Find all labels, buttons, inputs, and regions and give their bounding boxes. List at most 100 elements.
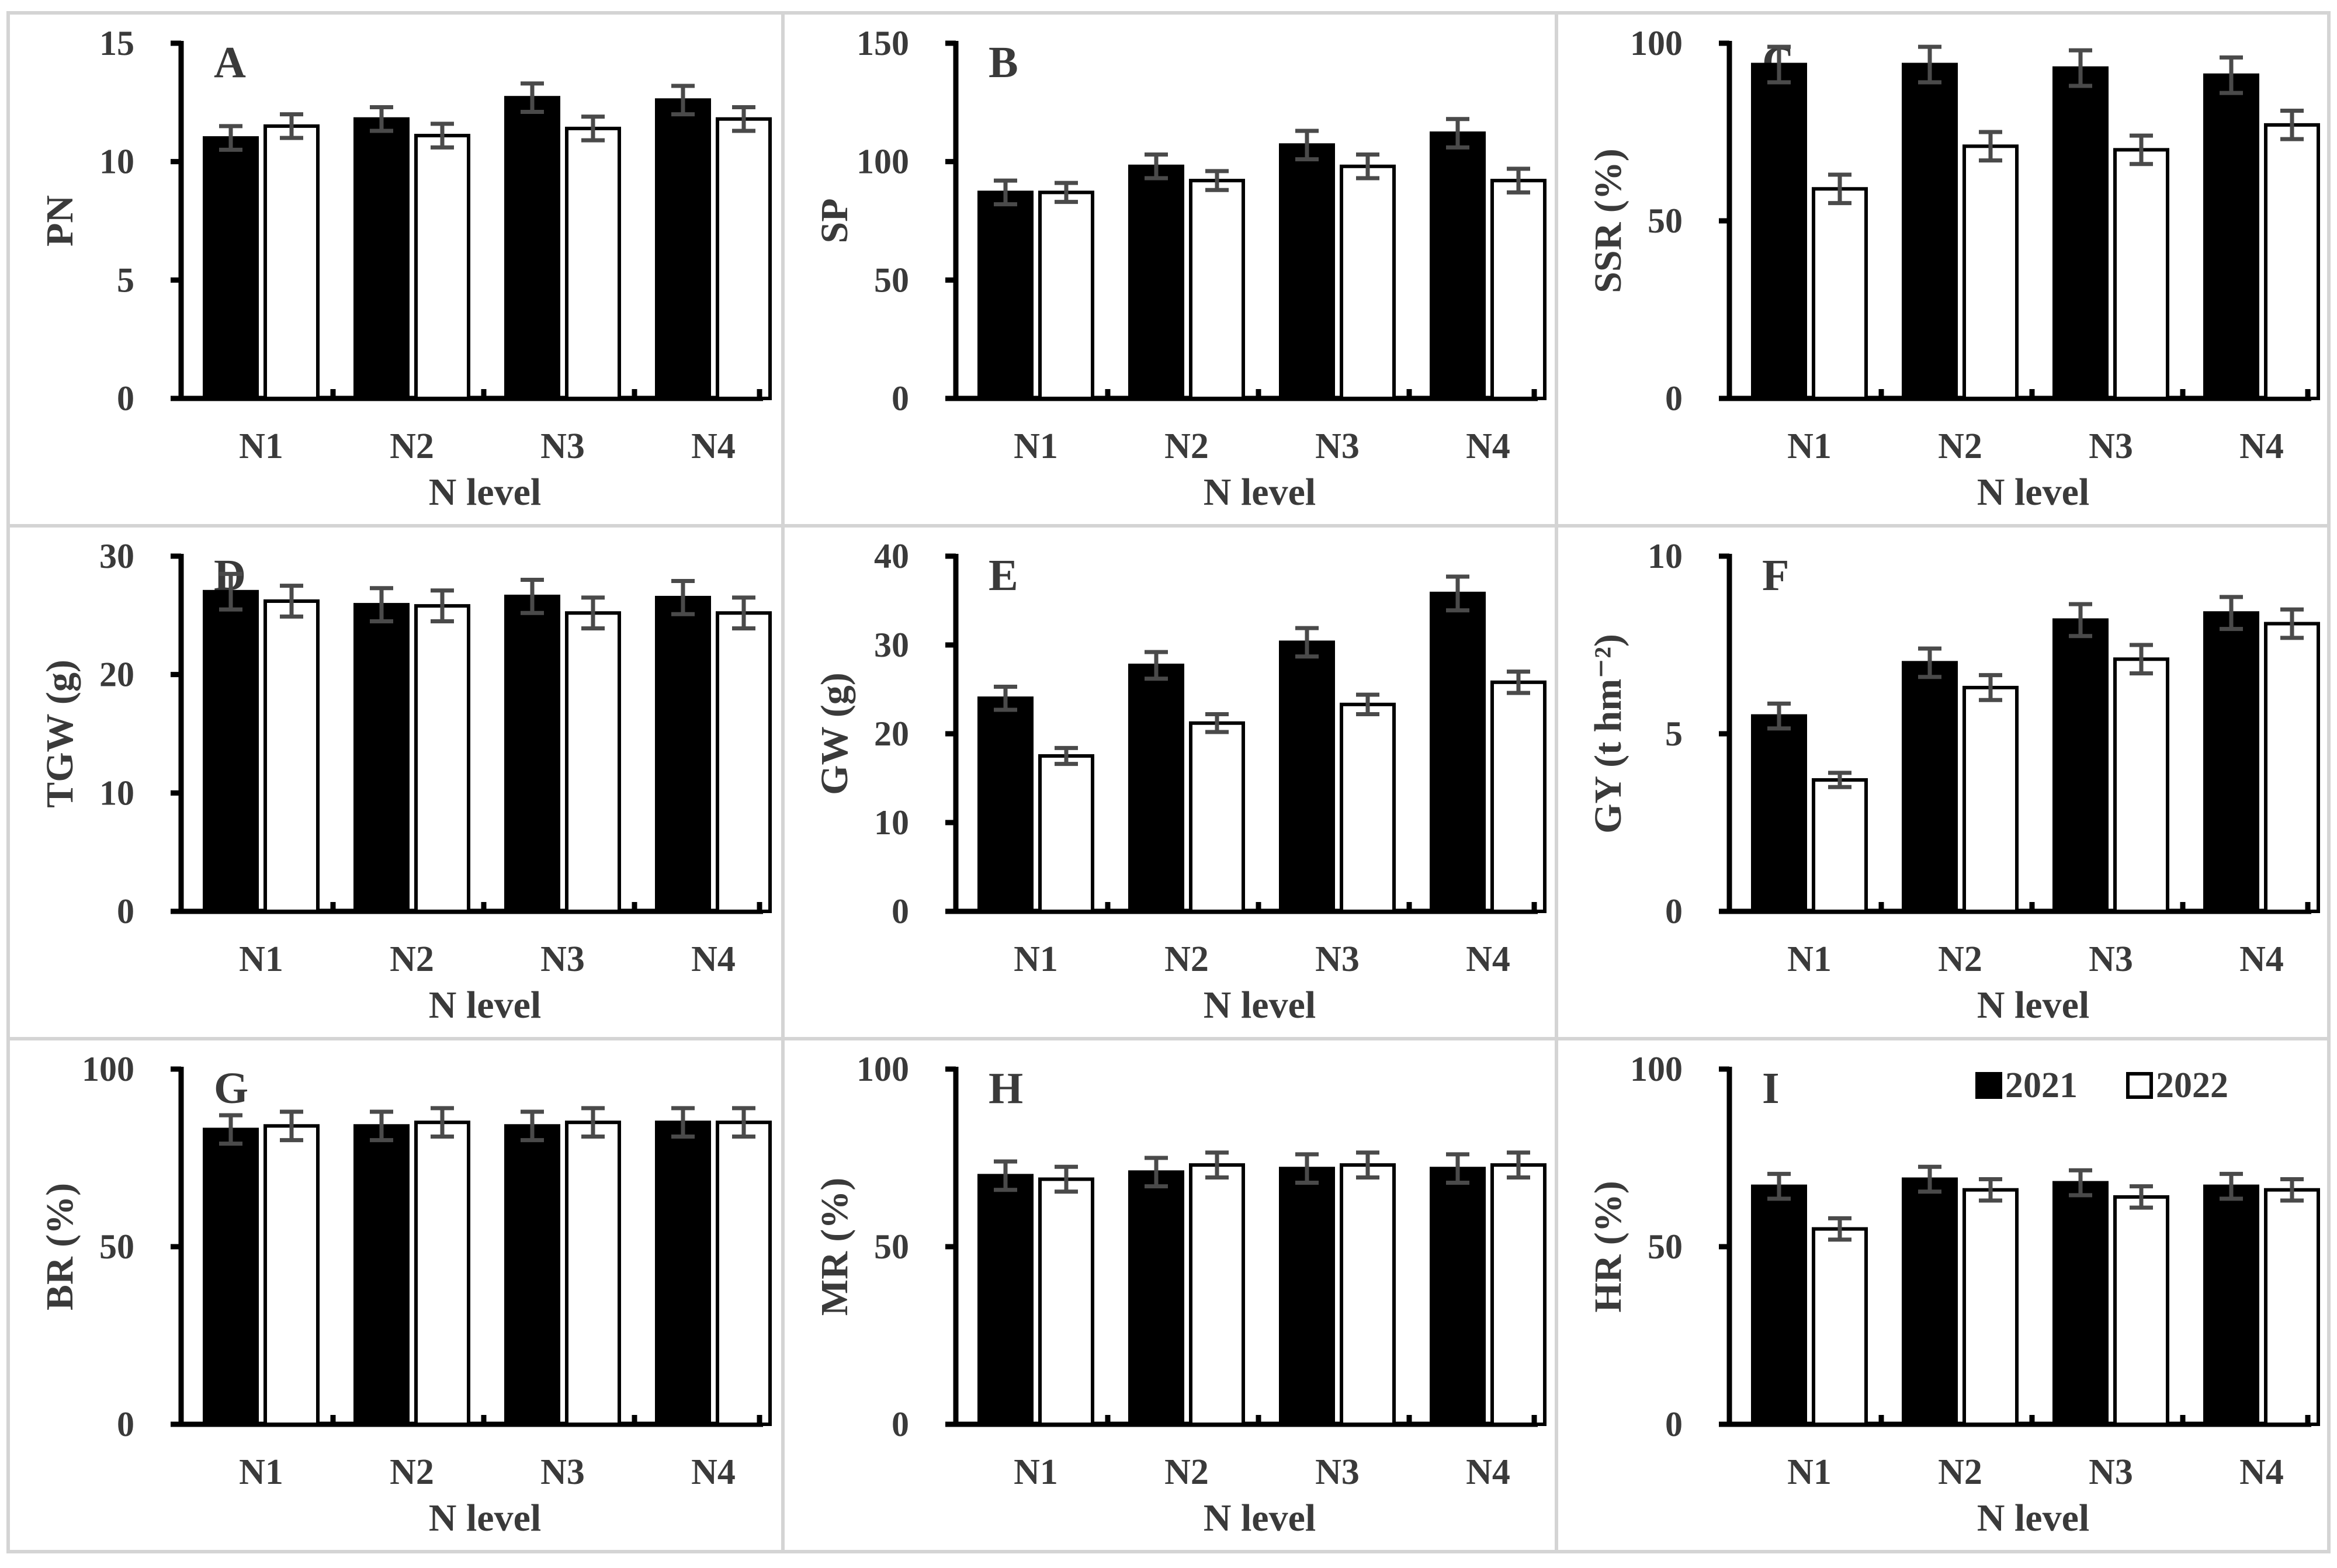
panel-letter: G [214,1064,248,1113]
x-category-label: N4 [691,1452,736,1492]
error-bar [732,1106,755,1139]
y-tick-label: 150 [857,24,909,63]
y-tick-label: 0 [117,1405,134,1444]
panel-g: G 0 50 100 BR (%) N1 N2 N3 N4 N level [6,1037,785,1553]
y-tick-label: 10 [99,773,134,812]
bar-2021-n2 [353,117,410,400]
bar-2022-n1 [1038,754,1094,913]
x-axis-label: N level [1204,1497,1316,1539]
y-tick-label: 10 [1648,537,1683,575]
bar-2021-n2 [1902,63,1958,401]
y-axis-label: BR (%) [39,1183,81,1310]
error-bar [1295,1152,1319,1185]
error-bar [431,588,454,623]
bar-2021-n4 [1430,131,1486,400]
bar-2022-n4 [2264,123,2320,400]
y-tick-label: 50 [874,261,909,299]
x-category-label: N3 [540,939,585,979]
y-tick-label: 0 [117,379,134,418]
error-bar [521,1109,544,1143]
x-category-label: N1 [239,426,283,466]
panel-i: I 0 50 100 HR (%) N1 N2 N3 N4 N level 2021 2022 [1555,1037,2331,1553]
bar-2021-n3 [504,1124,560,1427]
legend: 2021 2022 [1975,1066,2228,1105]
error-bar [1979,130,2002,163]
error-bar [2220,55,2243,95]
x-category-label: N2 [1938,1452,1982,1492]
error-bar [1295,129,1319,162]
error-bar [1767,44,1791,85]
bar-2022-n2 [414,134,470,401]
error-bar [1918,44,1941,85]
bar-2021-n2 [353,1124,410,1427]
y-axis-label: HR (%) [1587,1181,1629,1312]
x-category-label: N1 [1014,939,1058,979]
x-category-label: N2 [390,1452,434,1492]
error-bar [1507,166,1530,195]
error-bar [1828,1216,1851,1242]
y-tick-label: 100 [857,1050,909,1088]
error-bar [1507,669,1530,695]
bar-2022-n2 [414,1121,470,1426]
bar-2021-n1 [977,696,1034,913]
x-category-label: N1 [239,939,283,979]
legend-label-2021: 2021 [2005,1066,2078,1105]
bar-2021-n2 [1128,663,1184,913]
x-category-label: N2 [1164,939,1209,979]
error-bar [1055,1164,1078,1194]
error-bar [671,1106,695,1139]
error-bar [370,105,393,133]
error-bar [581,115,605,143]
bar-2022-n2 [1189,721,1245,913]
x-category-label: N3 [2089,426,2133,466]
x-category-label: N1 [1787,1452,1832,1492]
panel-f: F 0 5 10 GY (t hm⁻²) N1 N2 N3 N4 N level [1555,524,2331,1040]
bar-2022-n4 [1490,179,1547,400]
error-bar [1446,1152,1469,1185]
bar-2022-n2 [1962,685,2019,913]
error-bar [431,1106,454,1139]
error-bar [2069,1168,2092,1198]
y-tick-label: 5 [117,261,134,299]
x-category-label: N2 [1164,426,1209,466]
error-bar [431,122,454,150]
x-category-label: N4 [1466,426,1510,466]
bar-2021-n3 [2052,66,2109,400]
x-category-label: N4 [691,426,736,466]
y-tick-label: 100 [1630,24,1683,63]
panel-a: A 0 5 10 15 PN N1 N2 N3 N4 N level [6,11,785,528]
error-bar [1205,169,1229,192]
legend-label-2022: 2022 [2156,1066,2228,1105]
error-bar [219,124,242,152]
error-bar [994,684,1017,712]
error-bar [671,579,695,616]
error-bar [732,595,755,631]
panel-frame [1555,1037,2331,1553]
x-axis-label: N level [1977,984,2089,1026]
y-tick-label: 50 [99,1227,134,1266]
error-bar [1356,152,1379,181]
x-category-label: N3 [540,426,585,466]
y-tick-label: 10 [99,143,134,181]
bar-2022-n3 [1340,702,1396,913]
bar-2021-n1 [1751,63,1807,401]
bar-2021-n1 [203,136,259,400]
bar-2021-n1 [977,1174,1034,1427]
bar-2021-n1 [203,1128,259,1426]
bar-2022-n1 [1812,187,1868,400]
y-tick-label: 0 [1665,1405,1683,1444]
x-category-label: N1 [1014,1452,1058,1492]
bar-2021-n2 [1128,1170,1184,1426]
error-bar [2280,607,2304,640]
x-category-label: N4 [1466,939,1510,979]
error-bar [2220,595,2243,632]
panel-e: E 0 10 20 30 40 GW (g) N1 N2 N3 N4 N level [781,524,1558,1040]
y-tick-label: 0 [892,892,909,931]
x-category-label: N3 [2089,1452,2133,1492]
bar-2022-n1 [263,599,320,913]
bar-2022-n2 [1962,144,2019,400]
x-category-label: N4 [1466,1452,1510,1492]
bar-2021-n2 [1128,164,1184,400]
bar-2022-n3 [1340,1163,1396,1427]
error-bar [2280,109,2304,141]
